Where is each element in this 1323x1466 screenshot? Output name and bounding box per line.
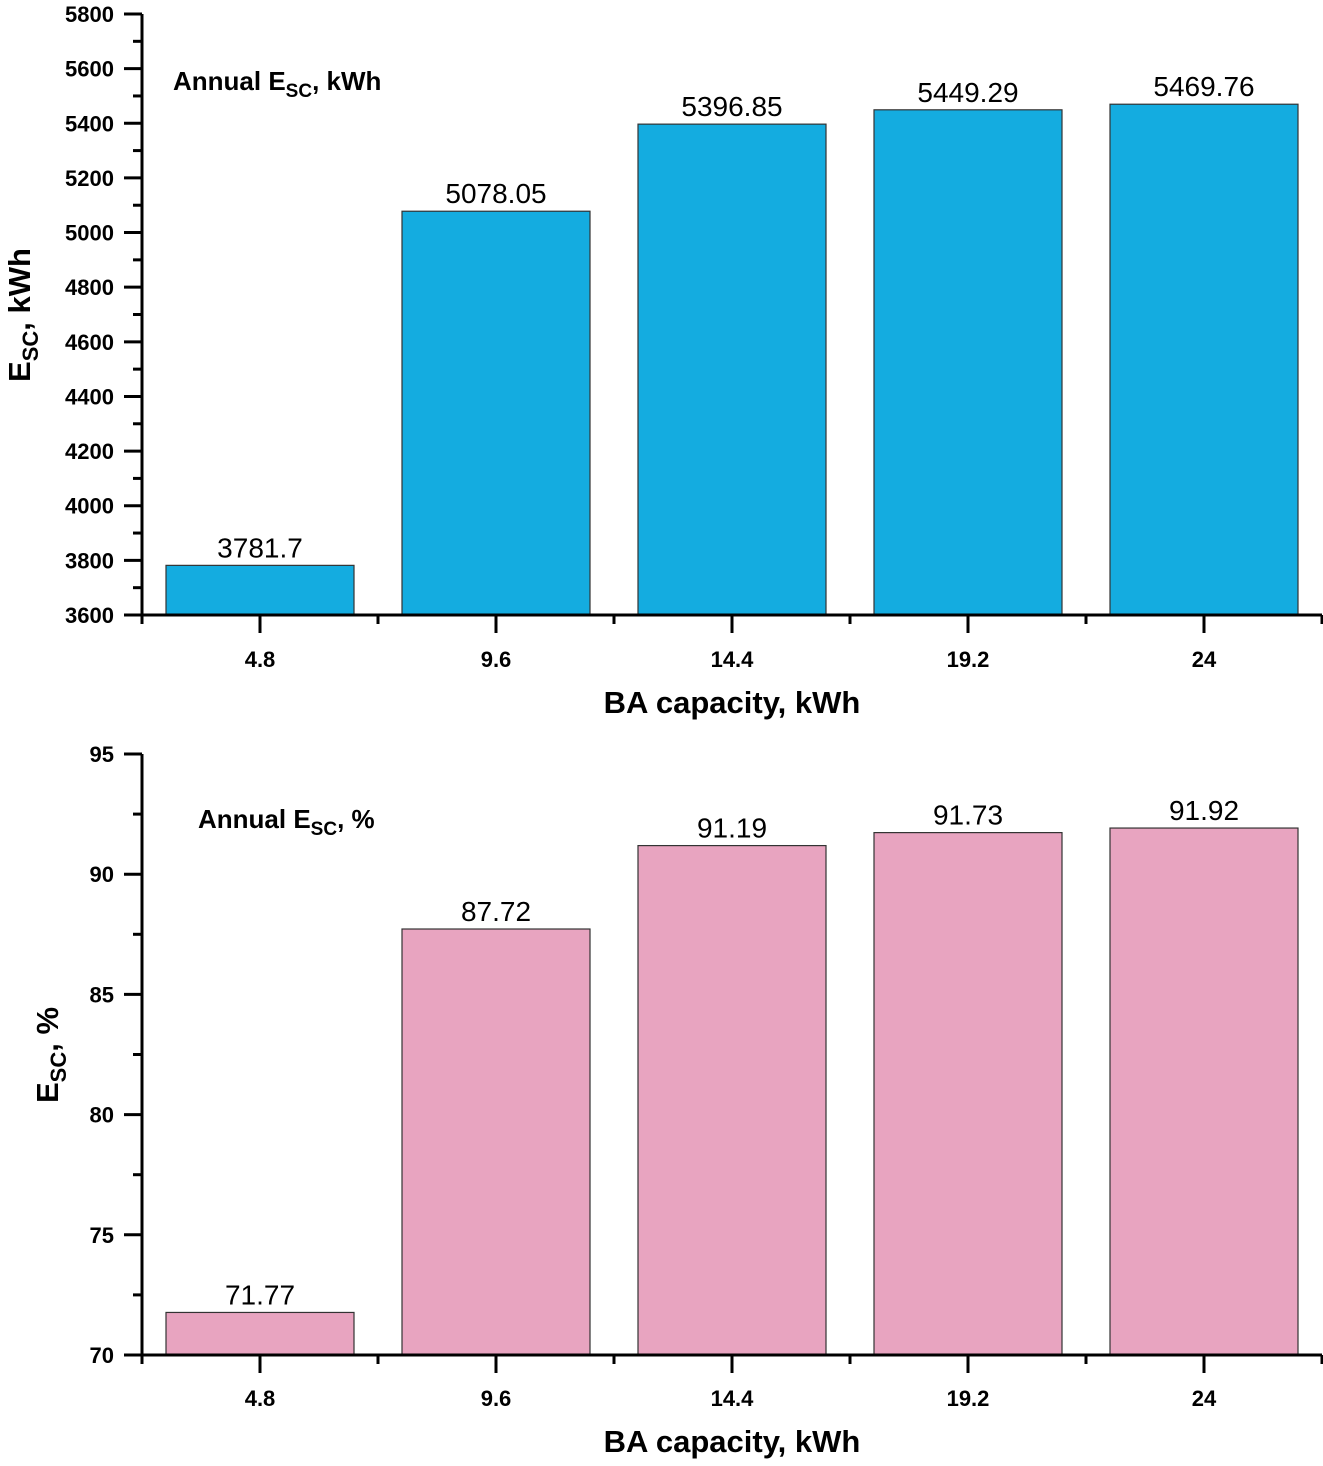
y-tick-label: 5200 [65, 166, 114, 191]
x-tick-label: 24 [1192, 647, 1217, 672]
y-tick-label: 95 [90, 742, 114, 767]
x-tick-label: 4.8 [245, 1386, 276, 1411]
y-tick-label: 4600 [65, 330, 114, 355]
y-tick-label: 3600 [65, 603, 114, 628]
y-tick-label: 5600 [65, 57, 114, 82]
bar [1109, 103, 1299, 616]
y-axis-label: ESC, % [30, 1007, 71, 1103]
y-tick-label: 5800 [65, 2, 114, 27]
data-label: 5396.85 [681, 91, 782, 122]
bar [637, 123, 827, 616]
chart-annotation: Annual ESC, kWh [173, 66, 381, 102]
data-label: 5078.05 [445, 178, 546, 209]
data-label: 91.19 [697, 813, 767, 844]
y-axis-label: ESC, kWh [2, 248, 43, 382]
y-tick-label: 5000 [65, 221, 114, 246]
x-axis-label: BA capacity, kWh [604, 685, 861, 720]
y-tick-label: 4000 [65, 494, 114, 519]
y-tick-label: 3800 [65, 548, 114, 573]
y-tick-label: 4400 [65, 384, 114, 409]
data-label: 71.77 [225, 1279, 295, 1310]
data-label: 5449.29 [917, 77, 1018, 108]
data-label: 87.72 [461, 896, 531, 927]
y-tick-label: 80 [90, 1103, 114, 1128]
data-label: 3781.7 [217, 532, 303, 563]
x-tick-label: 4.8 [245, 647, 276, 672]
chart-2: 71.77 4.8 87.72 9.6 91.19 14.4 91.73 19.2 91.92 2… [30, 742, 1323, 1459]
bar [165, 1311, 355, 1356]
bar [873, 832, 1063, 1356]
y-tick-label: 75 [90, 1223, 114, 1248]
x-tick-label: 19.2 [947, 647, 990, 672]
y-tick-label: 85 [90, 982, 114, 1007]
y-tick-label: 70 [90, 1343, 114, 1368]
x-tick-label: 14.4 [711, 1386, 755, 1411]
bar [401, 928, 591, 1356]
chart-1: 3781.7 4.8 5078.05 9.6 5396.85 14.4 5449.29 19.… [2, 2, 1323, 720]
x-tick-label: 9.6 [481, 1386, 512, 1411]
bar [1109, 827, 1299, 1356]
bar [401, 210, 591, 616]
y-tick-label: 4800 [65, 275, 114, 300]
x-axis-label: BA capacity, kWh [604, 1424, 861, 1459]
y-tick-label: 90 [90, 862, 114, 887]
bar [165, 564, 355, 616]
data-label: 91.73 [933, 800, 1003, 831]
y-tick-label: 5400 [65, 111, 114, 136]
data-label: 5469.76 [1153, 71, 1254, 102]
data-label: 91.92 [1169, 795, 1239, 826]
bar [637, 844, 827, 1356]
chart-annotation: Annual ESC, % [198, 804, 375, 840]
bar [873, 109, 1063, 616]
x-tick-label: 9.6 [481, 647, 512, 672]
y-tick-label: 4200 [65, 439, 114, 464]
x-tick-label: 19.2 [947, 1386, 990, 1411]
x-tick-label: 24 [1192, 1386, 1217, 1411]
x-tick-label: 14.4 [711, 647, 755, 672]
